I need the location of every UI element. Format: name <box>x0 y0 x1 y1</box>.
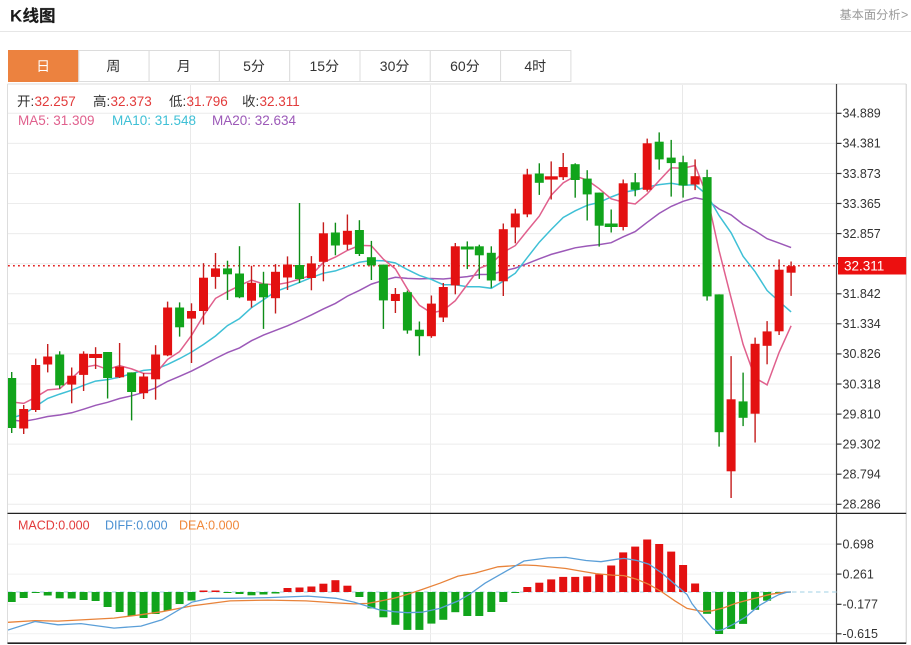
svg-text:32.257: 32.257 <box>35 94 76 109</box>
svg-text:28.286: 28.286 <box>843 498 881 512</box>
svg-text:33.873: 33.873 <box>843 167 881 181</box>
svg-text:-0.615: -0.615 <box>843 627 878 641</box>
svg-text::: : <box>183 94 187 109</box>
svg-text:28.794: 28.794 <box>843 468 881 482</box>
svg-text:MACD:0.000: MACD:0.000 <box>18 519 90 533</box>
svg-text::: : <box>107 94 111 109</box>
svg-text:30.826: 30.826 <box>843 347 881 361</box>
svg-text:15: 15 <box>310 58 326 74</box>
svg-text:29.302: 29.302 <box>843 437 881 451</box>
svg-text:34.381: 34.381 <box>843 137 881 151</box>
svg-text:30.318: 30.318 <box>843 377 881 391</box>
svg-text:34.889: 34.889 <box>843 107 881 121</box>
svg-text:DEA:0.000: DEA:0.000 <box>179 519 240 533</box>
svg-text:5: 5 <box>243 58 251 74</box>
svg-text::: : <box>256 94 260 109</box>
svg-text:0.261: 0.261 <box>843 567 874 581</box>
svg-text:30: 30 <box>380 58 396 74</box>
svg-text:4: 4 <box>524 58 532 74</box>
svg-text:-0.177: -0.177 <box>843 598 878 612</box>
svg-text:31.334: 31.334 <box>843 317 881 331</box>
svg-text:DIFF:0.000: DIFF:0.000 <box>105 519 168 533</box>
svg-text:31.796: 31.796 <box>187 94 228 109</box>
svg-text:31.842: 31.842 <box>843 287 881 301</box>
svg-text:33.365: 33.365 <box>843 197 881 211</box>
svg-text:K: K <box>10 7 23 26</box>
svg-text:MA10: 31.548: MA10: 31.548 <box>112 113 196 128</box>
svg-text:MA20: 32.634: MA20: 32.634 <box>212 113 297 128</box>
svg-text:>: > <box>901 8 908 22</box>
svg-text::: : <box>31 94 35 109</box>
svg-text:29.810: 29.810 <box>843 407 881 421</box>
svg-text:32.311: 32.311 <box>260 94 300 109</box>
svg-text:32.857: 32.857 <box>843 227 881 241</box>
svg-text:32.373: 32.373 <box>111 94 152 109</box>
svg-text:32.311: 32.311 <box>844 259 884 274</box>
svg-text:60: 60 <box>450 58 466 74</box>
svg-text:MA5: 31.309: MA5: 31.309 <box>18 113 95 128</box>
svg-text:0.698: 0.698 <box>843 537 874 551</box>
